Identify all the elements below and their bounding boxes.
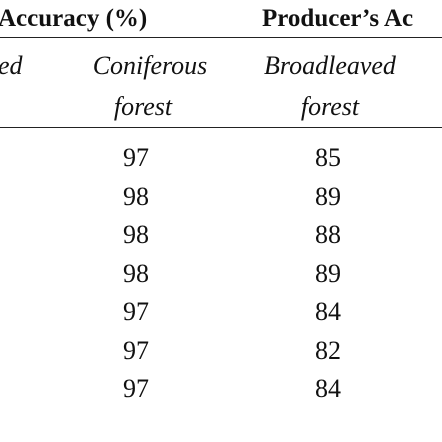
table-cell: 89 (315, 181, 341, 211)
table-cell: 84 (315, 374, 341, 403)
column-header: forest (113, 92, 173, 121)
column-header: forest (300, 92, 360, 121)
table-cell: 97 (123, 143, 149, 172)
table-cell: 82 (315, 335, 341, 365)
table-cell: 89 (315, 258, 341, 288)
table-cell: 97 (123, 374, 149, 403)
table-cell: 88 (315, 220, 341, 249)
column-header: Broadleaved (264, 51, 396, 80)
table-cell: 98 (123, 220, 149, 249)
group-header: Producer’s Ac (262, 5, 414, 32)
column-header: Coniferous (92, 51, 208, 80)
column-header: ed (0, 51, 23, 80)
table-cell: 97 (123, 297, 149, 326)
table-cell: 85 (315, 143, 341, 172)
header-rule (0, 127, 442, 128)
table-cell: 98 (123, 181, 149, 211)
group-header: Accuracy (%) (0, 5, 148, 32)
header-rule (0, 37, 442, 38)
table-cell: 98 (123, 258, 149, 288)
table-cell: 84 (315, 297, 341, 326)
table-cell: 97 (123, 335, 149, 365)
